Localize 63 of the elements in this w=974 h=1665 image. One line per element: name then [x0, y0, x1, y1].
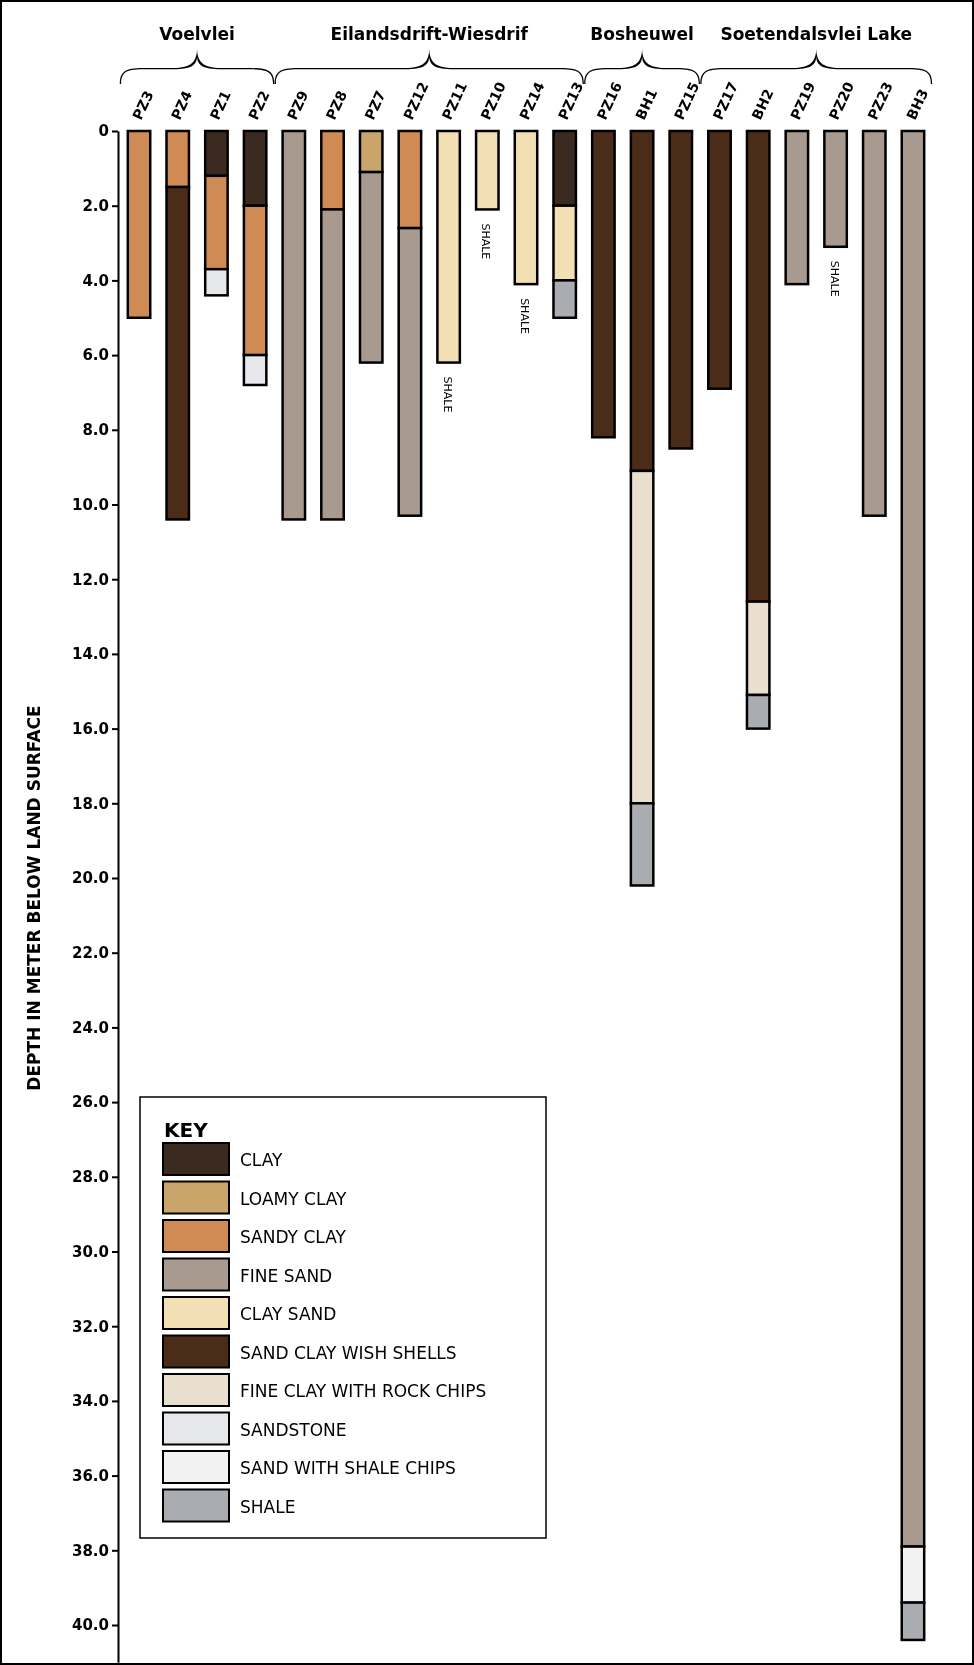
text: Eilandsdrift-Wiesdrif — [330, 24, 529, 44]
legend-label: SHALE — [240, 1496, 296, 1517]
y-tick-label: 6.0 — [82, 346, 109, 365]
y-tick-label: 34.0 — [71, 1392, 109, 1411]
y-tick-label: 4.0 — [82, 271, 109, 290]
bar — [281, 129, 307, 521]
bar — [126, 129, 152, 319]
legend-label: SAND WITH SHALE CHIPS — [240, 1458, 456, 1478]
x-tick-label: BH1 — [632, 86, 661, 123]
annotation: SHALE — [827, 260, 841, 297]
x-tick-label: PZ7 — [361, 88, 389, 123]
x-tick-label: BH2 — [748, 86, 777, 123]
y-tick-label: 10.0 — [71, 495, 109, 514]
x-tick-label: PZ2 — [245, 88, 273, 123]
y-tick-label: 40.0 — [71, 1616, 109, 1635]
y-tick-label: 22.0 — [71, 944, 109, 962]
y-tick-label: 0 — [98, 122, 109, 141]
legend-title: KEY — [164, 1118, 209, 1142]
bar — [436, 129, 462, 364]
y-tick-label: 24.0 — [71, 1018, 109, 1037]
bar — [590, 129, 616, 439]
y-tick-label: 26.0 — [71, 1093, 109, 1112]
x-tick-label: PZ3 — [129, 88, 157, 123]
y-tick-label: 28.0 — [71, 1168, 109, 1187]
x-tick-label: BH3 — [903, 86, 932, 123]
legend-label: CLAY — [240, 1150, 284, 1170]
text: Voelvlei — [159, 24, 235, 44]
x-tick-label: PZ17 — [709, 79, 742, 123]
x-tick-label: PZ4 — [167, 87, 196, 123]
bar — [784, 129, 810, 286]
annotation: SHALE — [518, 298, 531, 335]
legend-label: SANDY CLAY — [240, 1227, 347, 1247]
y-tick-label: 30.0 — [71, 1242, 109, 1261]
y-tick-label: 2.0 — [82, 197, 109, 215]
bar — [707, 129, 732, 390]
bar — [513, 129, 539, 286]
y-tick-label: 20.0 — [71, 869, 109, 888]
annotation: SHALE — [479, 223, 493, 260]
legend-label: SANDSTONE — [240, 1419, 347, 1440]
bar — [668, 129, 694, 450]
legend-label: FINE CLAY WITH ROCK CHIPS — [240, 1381, 487, 1401]
y-tick-label: 16.0 — [71, 719, 109, 738]
y-tick-label: 14.0 — [71, 645, 109, 664]
y-tick-label: 38.0 — [71, 1541, 109, 1560]
x-tick-label: PZ8 — [322, 88, 350, 123]
legend-label: FINE SAND — [240, 1265, 333, 1286]
legend-label: LOAMY CLAY — [240, 1188, 348, 1209]
legend-label: CLAY SAND — [240, 1304, 337, 1324]
text: Soetendalsvlei Lake — [720, 24, 913, 44]
annotation: SHALE — [440, 376, 454, 413]
x-tick-label: PZ1 — [206, 88, 234, 123]
bar — [861, 129, 887, 517]
y-tick-label: 32.0 — [71, 1317, 109, 1336]
y-tick-label: 36.0 — [71, 1466, 109, 1485]
y-tick-label: 12.0 — [71, 570, 109, 589]
text: Bosheuwel — [590, 24, 694, 44]
bar — [823, 129, 849, 249]
bar — [474, 129, 500, 211]
x-tick-label: PZ9 — [284, 88, 312, 123]
y-tick-label: 8.0 — [82, 421, 109, 440]
y-tick-label: 18.0 — [71, 794, 109, 813]
legend-label: SAND CLAY WISH SHELLS — [240, 1342, 457, 1363]
y-axis-title: DEPTH IN METER BELOW LAND SURFACE — [24, 705, 44, 1091]
